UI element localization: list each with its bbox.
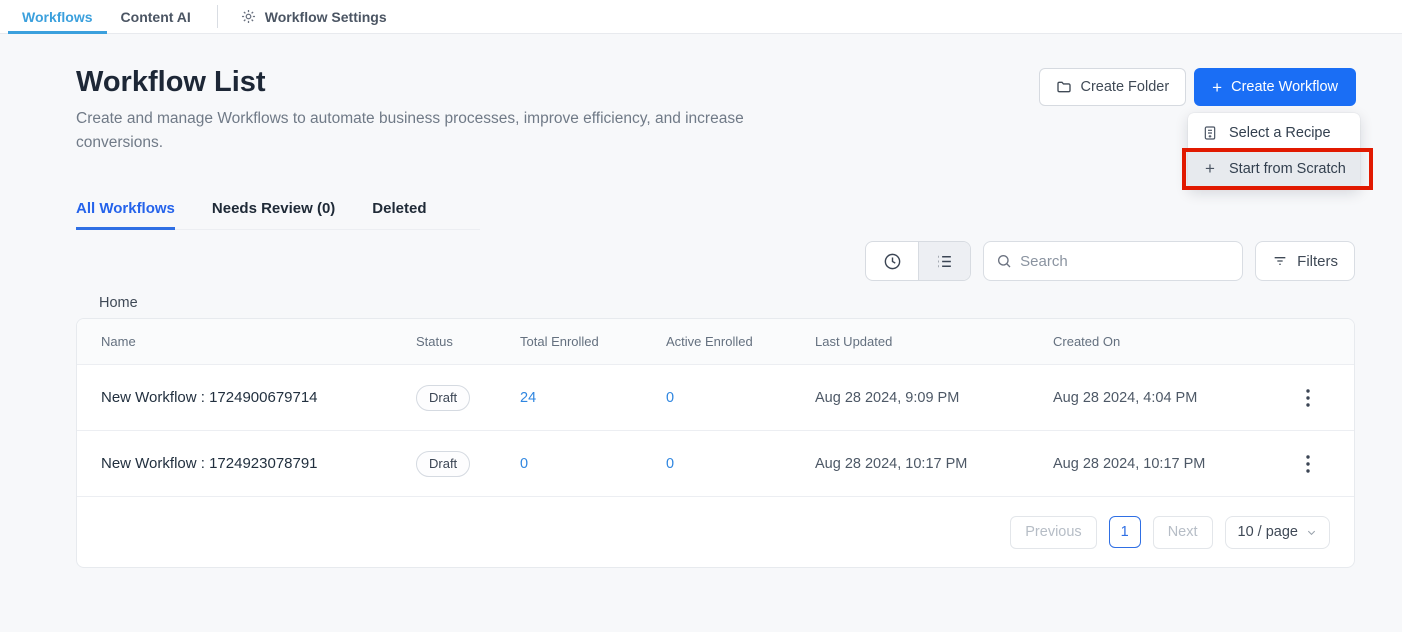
total-enrolled-link[interactable]: 24 (520, 389, 537, 406)
active-enrolled-link[interactable]: 0 (666, 455, 675, 472)
created-on-value: Aug 28 2024, 10:17 PM (1053, 455, 1206, 472)
workflow-list-tabs: All Workflows Needs Review (0) Deleted (76, 194, 480, 230)
page-title: Workflow List (76, 66, 266, 98)
row-actions-kebab-icon[interactable] (1294, 450, 1322, 478)
table-header-row: Name Status Total Enrolled Active Enroll… (77, 319, 1354, 365)
pagination: Previous 1 Next 10 / page (77, 497, 1354, 567)
row-actions-kebab-icon[interactable] (1294, 384, 1322, 412)
page-number-button[interactable]: 1 (1108, 516, 1141, 548)
status-badge: Draft (416, 384, 471, 411)
nav-tab-content-ai[interactable]: Content AI (107, 0, 205, 33)
nav-tab-content-ai-label: Content AI (120, 8, 191, 25)
workflow-name-link[interactable]: New Workflow : 1724900679714 (101, 389, 318, 406)
last-updated-value: Aug 28 2024, 10:17 PM (815, 455, 968, 472)
create-workflow-dropdown: Select a Recipe + Start from Scratch (1182, 113, 1373, 190)
tab-deleted-label: Deleted (372, 200, 427, 217)
header-actions: Create Folder + Create Workflow (1038, 68, 1356, 106)
nav-tab-workflows[interactable]: Workflows (8, 0, 107, 34)
page-size-label: 10 / page (1237, 524, 1298, 540)
status-badge: Draft (416, 450, 471, 477)
nav-divider (216, 5, 218, 28)
tab-all-workflows-label: All Workflows (76, 200, 175, 217)
tab-needs-review[interactable]: Needs Review (0) (212, 194, 335, 229)
folder-icon (1056, 79, 1072, 95)
view-toggle (865, 241, 972, 281)
page-subtitle: Create and manage Workflows to automate … (76, 110, 744, 151)
filters-label: Filters (1297, 252, 1338, 270)
column-header-total-enrolled: Total Enrolled (520, 334, 599, 349)
create-workflow-label: Create Workflow (1231, 79, 1338, 95)
breadcrumb: Home (99, 295, 138, 311)
next-page-button[interactable]: Next (1152, 515, 1213, 549)
table-row: New Workflow : 1724923078791 Draft 0 0 A… (77, 431, 1354, 497)
workflow-name-link[interactable]: New Workflow : 1724923078791 (101, 455, 318, 472)
create-workflow-button[interactable]: + Create Workflow (1194, 68, 1356, 106)
menu-item-select-a-recipe-label: Select a Recipe (1229, 125, 1331, 141)
active-enrolled-link[interactable]: 0 (666, 389, 675, 406)
table-toolbar: Filters (865, 241, 1355, 281)
gear-icon (240, 8, 257, 25)
previous-page-button[interactable]: Previous (1010, 515, 1097, 549)
page-size-select[interactable]: 10 / page (1224, 515, 1330, 549)
search-icon (996, 253, 1012, 269)
create-folder-label: Create Folder (1080, 79, 1170, 95)
menu-item-start-from-scratch-label: Start from Scratch (1229, 161, 1346, 177)
recipe-icon (1202, 125, 1218, 141)
filters-button[interactable]: Filters (1255, 241, 1355, 281)
column-header-name: Name (101, 334, 136, 349)
column-header-status: Status (416, 334, 453, 349)
column-header-last-updated: Last Updated (815, 334, 893, 349)
plus-icon: + (1205, 159, 1215, 178)
tab-needs-review-label: Needs Review (0) (211, 200, 336, 217)
tab-all-workflows[interactable]: All Workflows (76, 194, 175, 230)
list-icon (935, 252, 954, 271)
menu-item-start-from-scratch[interactable]: + Start from Scratch (1182, 148, 1373, 190)
nav-workflow-settings-label: Workflow Settings (264, 8, 387, 25)
chevron-down-icon (1306, 527, 1317, 538)
plus-icon: + (1212, 77, 1223, 97)
created-on-value: Aug 28 2024, 4:04 PM (1053, 389, 1198, 406)
search-input[interactable] (1020, 252, 1231, 270)
nav-tab-workflows-label: Workflows (22, 8, 93, 25)
list-view-button[interactable] (918, 242, 971, 280)
column-header-active-enrolled: Active Enrolled (666, 334, 753, 349)
history-view-button[interactable] (866, 242, 918, 280)
last-updated-value: Aug 28 2024, 9:09 PM (815, 389, 960, 406)
table-row: New Workflow : 1724900679714 Draft 24 0 … (77, 365, 1354, 431)
total-enrolled-link[interactable]: 0 (520, 455, 529, 472)
search-box (983, 241, 1244, 281)
create-folder-button[interactable]: Create Folder (1038, 68, 1187, 106)
workflow-table-card: Name Status Total Enrolled Active Enroll… (76, 318, 1355, 568)
top-navigation: Workflows Content AI Workflow Settings (0, 0, 1402, 34)
filter-icon (1272, 253, 1288, 269)
menu-item-select-a-recipe[interactable]: Select a Recipe (1188, 115, 1360, 151)
tab-deleted[interactable]: Deleted (372, 194, 426, 229)
column-header-created-on: Created On (1053, 334, 1121, 349)
nav-workflow-settings[interactable]: Workflow Settings (230, 0, 397, 33)
clock-icon (883, 252, 902, 271)
